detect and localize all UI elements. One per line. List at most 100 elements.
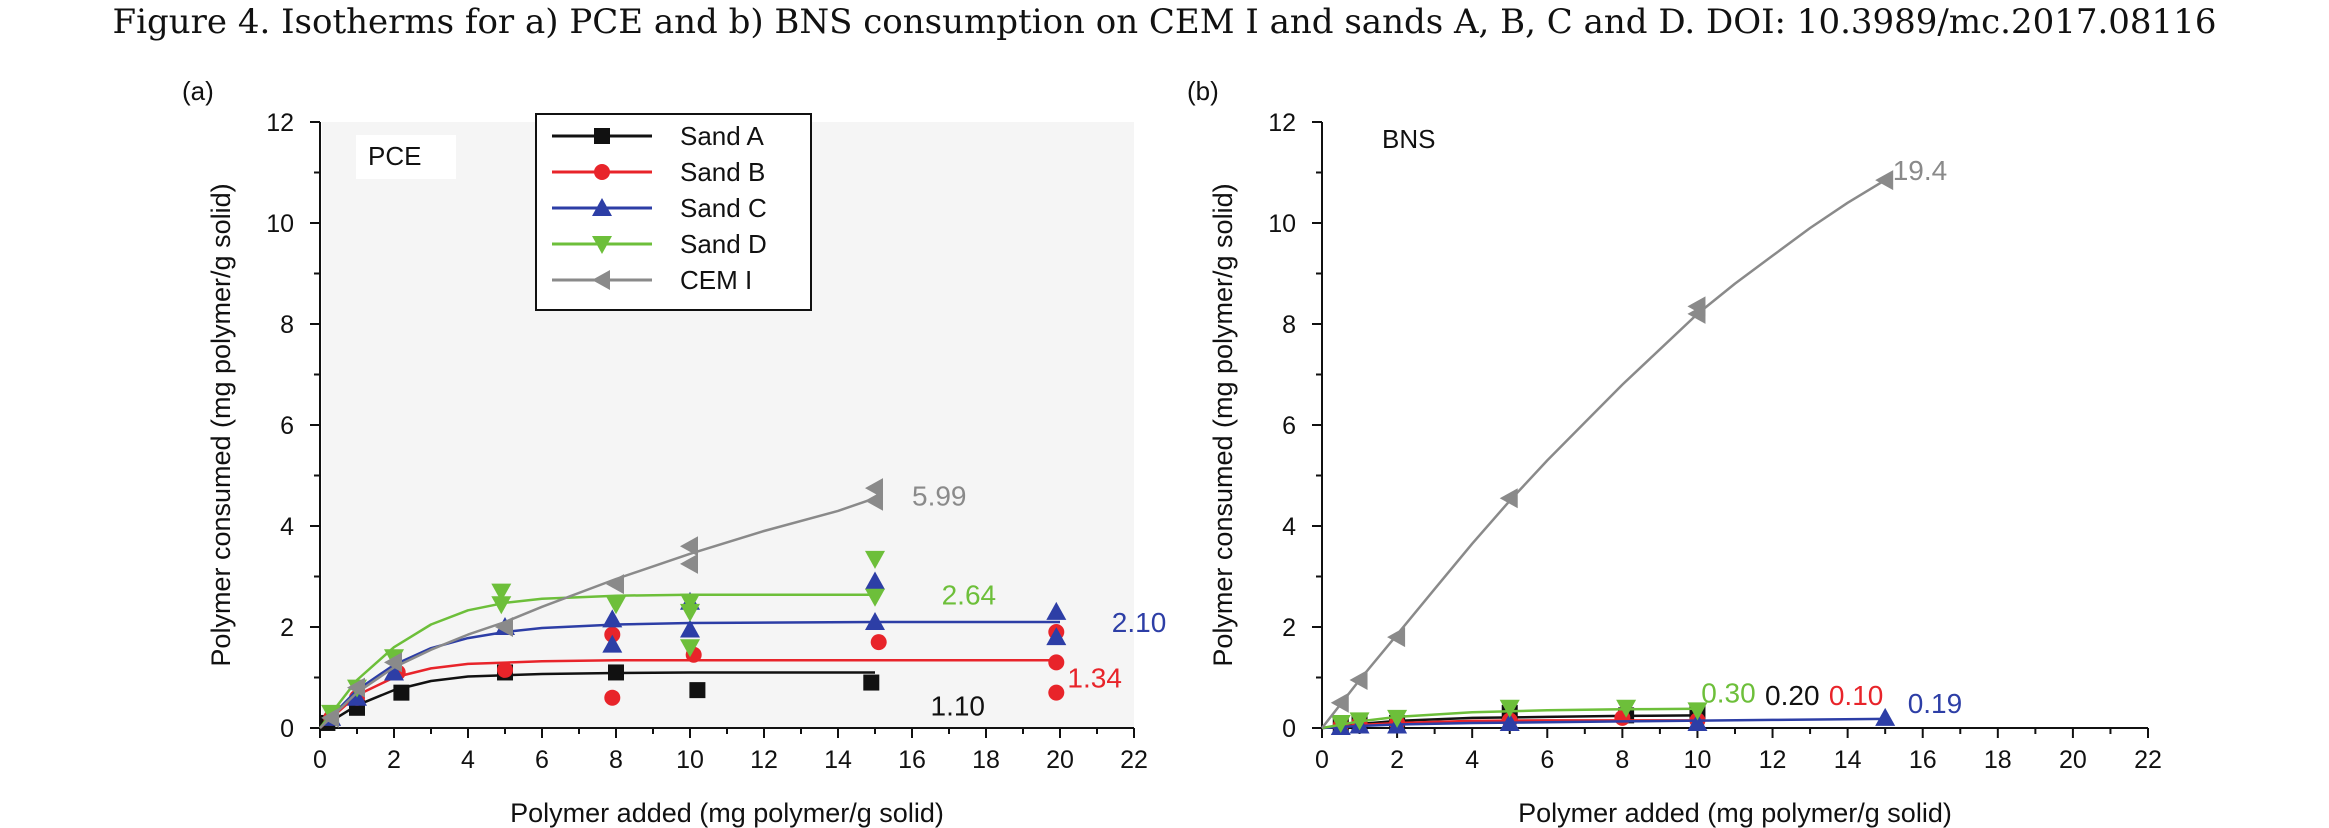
legend: Sand A Sand B Sand C Sand D CEM I [535, 113, 812, 311]
y-tick-label: 10 [266, 210, 294, 238]
y-tick-label: 6 [280, 412, 294, 440]
data-point [689, 682, 706, 699]
panel-title-box [356, 135, 456, 179]
data-point [495, 617, 513, 637]
x-tick-label: 14 [824, 746, 852, 774]
data-point [604, 689, 621, 706]
series-end-label: 19.4 [1893, 155, 1948, 186]
series-end-label: 1.10 [931, 690, 986, 721]
series-end-label: 0.10 [1829, 680, 1884, 711]
legend-label: Sand C [680, 193, 767, 223]
data-point [1616, 699, 1637, 718]
series-end-label: 0.30 [1701, 678, 1756, 709]
panel-title: PCE [368, 141, 421, 171]
data-point [680, 639, 700, 658]
data-point [1048, 654, 1065, 671]
x-tick-label: 0 [313, 746, 327, 774]
legend-label: CEM I [680, 265, 752, 295]
y-tick-label: 8 [1282, 311, 1296, 339]
data-point [1875, 707, 1896, 726]
data-point [870, 634, 887, 651]
y-tick-label: 0 [1282, 715, 1296, 743]
legend-marker [594, 164, 610, 180]
y-tick-label: 6 [1282, 412, 1296, 440]
data-point [865, 490, 883, 511]
data-point [1330, 714, 1351, 733]
data-point [608, 664, 624, 681]
data-point [1349, 712, 1370, 731]
x-tick-label: 6 [1540, 746, 1554, 774]
data-point [865, 611, 885, 630]
panel-label: (b) [1187, 76, 1219, 106]
series-end-label: 2.64 [942, 580, 997, 611]
legend-item: Sand B [552, 157, 765, 187]
x-tick-label: 8 [1615, 746, 1629, 774]
data-point [865, 550, 885, 569]
data-point [1499, 488, 1518, 509]
x-tick-label: 20 [2059, 746, 2087, 774]
data-point [1046, 627, 1067, 646]
data-point [606, 574, 624, 595]
legend-item: Sand D [552, 229, 767, 259]
legend-marker [592, 270, 610, 290]
series-end-label: 2.10 [1112, 607, 1167, 638]
legend-item: Sand A [552, 121, 765, 151]
x-tick-label: 4 [461, 746, 475, 774]
y-axis-title: Polymer consumed (mg polymer/g solid) [1208, 183, 1238, 666]
x-tick-label: 10 [1684, 746, 1712, 774]
data-point [491, 583, 512, 602]
legend-marker [592, 236, 612, 254]
y-tick-label: 12 [266, 109, 294, 137]
data-point [680, 619, 700, 638]
data-point [602, 634, 623, 653]
panel-title: BNS [1382, 124, 1435, 154]
y-tick-label: 2 [1282, 614, 1296, 642]
x-tick-label: 2 [387, 746, 401, 774]
legend-label: Sand A [680, 121, 765, 151]
data-point [1046, 601, 1067, 620]
data-point [321, 707, 340, 728]
series-end-label: 1.34 [1067, 663, 1122, 694]
x-tick-label: 10 [676, 746, 704, 774]
fit-curve [319, 593, 875, 729]
data-point [680, 536, 698, 557]
x-tick-label: 20 [1046, 746, 1074, 774]
x-tick-label: 14 [1834, 746, 1862, 774]
data-point [1687, 296, 1706, 317]
data-point [1387, 709, 1408, 728]
x-tick-label: 16 [1909, 746, 1937, 774]
x-tick-label: 16 [898, 746, 926, 774]
data-point [1349, 670, 1368, 691]
y-tick-label: 8 [280, 311, 294, 339]
data-point [865, 478, 883, 499]
data-point [1687, 712, 1708, 731]
x-tick-label: 6 [535, 746, 549, 774]
fit-curve [319, 671, 875, 730]
series-end-label: 0.19 [1908, 688, 1963, 719]
y-tick-label: 12 [1268, 109, 1296, 137]
x-tick-label: 0 [1315, 746, 1329, 774]
x-tick-label: 18 [972, 746, 1000, 774]
legend-label: Sand D [680, 229, 767, 259]
data-point [680, 553, 698, 574]
fit-curve [1321, 179, 1886, 729]
data-point [863, 674, 880, 691]
x-tick-label: 2 [1390, 746, 1404, 774]
data-point [491, 596, 512, 615]
x-axis-title: Polymer added (mg polymer/g solid) [510, 798, 944, 828]
y-tick-label: 2 [280, 614, 294, 642]
data-point [347, 677, 365, 698]
fit-curve [319, 497, 876, 729]
data-point [604, 626, 621, 643]
series-sand-b: 1.34 [319, 624, 1122, 729]
data-point [865, 571, 885, 590]
figure-caption: Figure 4. Isotherms for a) PCE and b) BN… [112, 2, 2217, 42]
data-point [393, 684, 410, 701]
x-tick-label: 4 [1465, 746, 1479, 774]
series-end-label: 5.99 [912, 481, 967, 512]
data-point [865, 588, 885, 607]
y-tick-label: 4 [1282, 513, 1296, 541]
data-point [602, 609, 623, 628]
x-tick-label: 18 [1984, 746, 2012, 774]
